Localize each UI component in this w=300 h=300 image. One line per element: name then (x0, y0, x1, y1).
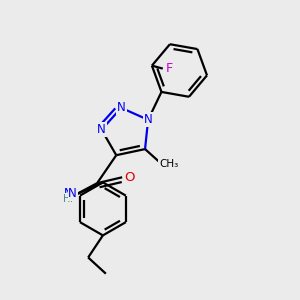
Text: H: H (65, 194, 72, 204)
Text: O: O (124, 171, 135, 184)
Text: N: N (117, 101, 126, 114)
Text: N: N (97, 123, 106, 136)
Text: F: F (166, 62, 173, 75)
Text: CH₃: CH₃ (159, 160, 178, 170)
Text: N: N (64, 187, 73, 200)
Text: H: H (63, 194, 71, 204)
Text: N: N (68, 187, 77, 200)
Text: N: N (144, 113, 152, 126)
